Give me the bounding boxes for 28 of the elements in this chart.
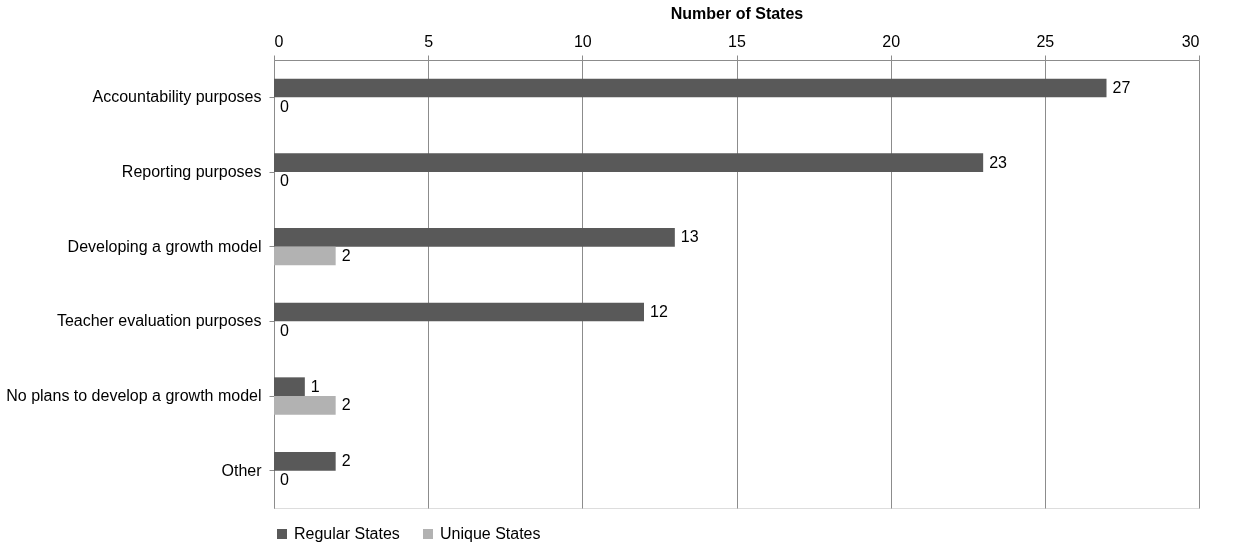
- data-label: 23: [989, 153, 1008, 171]
- data-label: 2: [341, 247, 351, 264]
- data-label: 0: [280, 471, 289, 488]
- data-label: 2: [341, 452, 351, 470]
- x-tick-label: 20: [882, 32, 901, 50]
- data-label: 0: [280, 97, 289, 115]
- legend-label: Regular States: [294, 525, 400, 542]
- y-tick-label: Teacher evaluation purposes: [56, 312, 262, 330]
- y-tick-label: Other: [221, 461, 263, 479]
- x-tick-label: 5: [424, 32, 434, 50]
- x-tick-label: 0: [274, 32, 284, 50]
- data-label: 0: [280, 321, 289, 339]
- x-axis-title: Number of States: [670, 4, 804, 22]
- data-label: 13: [680, 228, 699, 246]
- data-label: 2: [341, 396, 351, 414]
- data-label: 12: [650, 303, 668, 320]
- x-tick-label: 25: [1036, 32, 1055, 50]
- y-tick-label: Accountability purposes: [92, 88, 262, 106]
- x-tick-label: 30: [1181, 32, 1200, 50]
- y-tick-label: Developing a growth model: [67, 237, 262, 255]
- x-tick-label: 15: [728, 32, 746, 50]
- y-tick-label: No plans to develop a growth model: [6, 387, 262, 404]
- y-tick-label: Reporting purposes: [121, 163, 262, 180]
- legend-label: Unique States: [440, 525, 541, 542]
- x-tick-label: 10: [573, 32, 592, 50]
- data-label: 27: [1112, 79, 1131, 96]
- data-label: 0: [280, 172, 289, 190]
- data-label: 1: [310, 377, 320, 395]
